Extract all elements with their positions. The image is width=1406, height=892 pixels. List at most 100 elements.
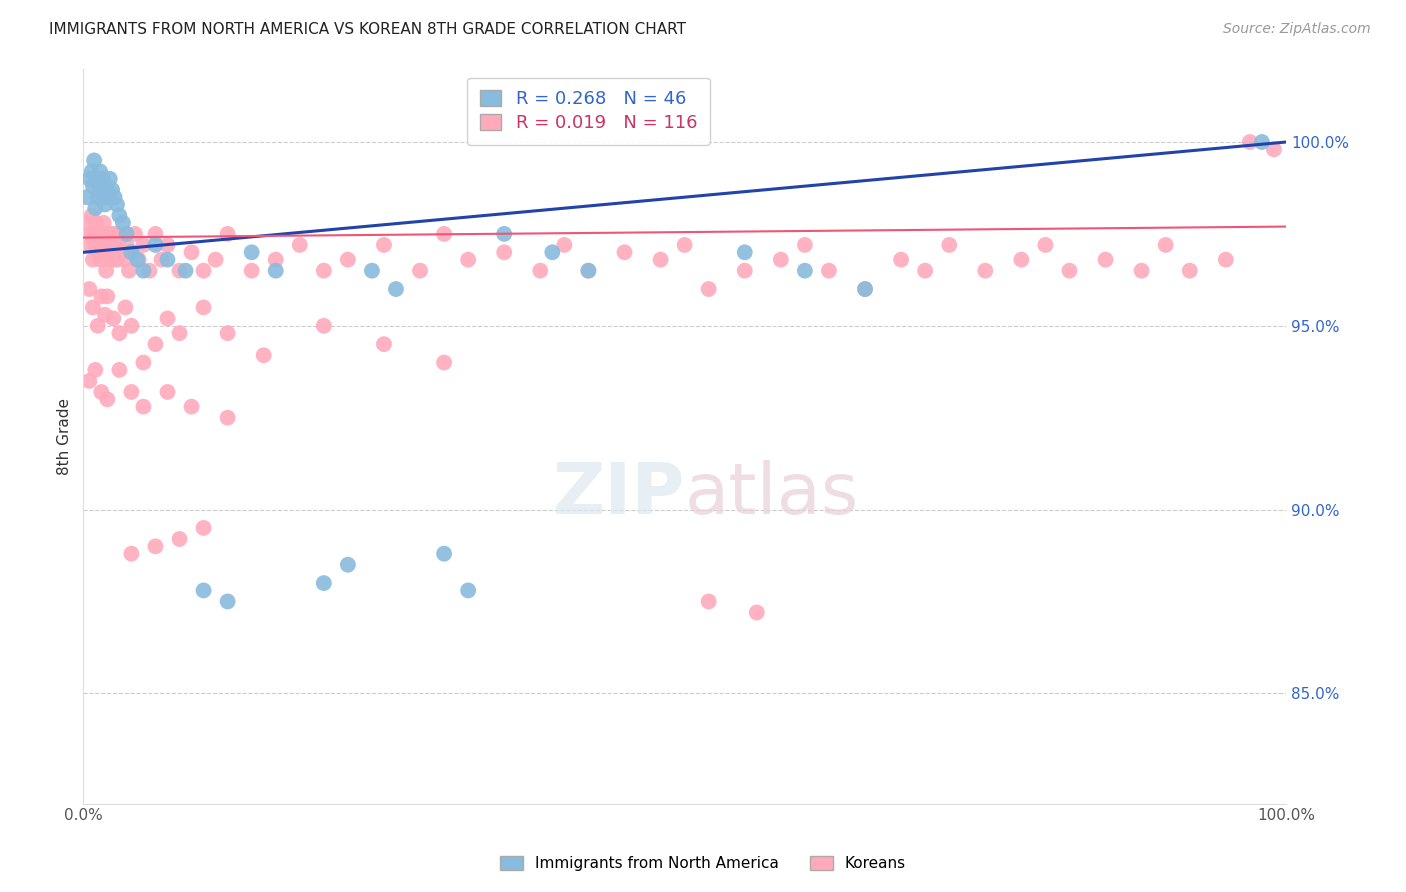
Point xyxy=(433,355,456,369)
Point xyxy=(118,263,141,277)
Point xyxy=(128,252,150,267)
Point xyxy=(914,263,936,277)
Point xyxy=(312,318,335,333)
Point xyxy=(114,301,136,315)
Point xyxy=(361,263,384,277)
Point xyxy=(94,179,117,194)
Point xyxy=(613,245,636,260)
Point xyxy=(104,227,127,241)
Point xyxy=(193,521,215,535)
Point xyxy=(385,282,408,296)
Point xyxy=(578,263,600,277)
Point xyxy=(76,190,98,204)
Point xyxy=(90,190,112,204)
Point xyxy=(108,227,131,241)
Point xyxy=(938,238,960,252)
Point xyxy=(793,263,815,277)
Point xyxy=(156,252,179,267)
Point xyxy=(240,245,263,260)
Point xyxy=(1154,238,1177,252)
Point xyxy=(818,263,841,277)
Point xyxy=(217,227,239,241)
Point xyxy=(90,384,112,399)
Point xyxy=(82,301,104,315)
Point xyxy=(541,245,564,260)
Point xyxy=(204,252,226,267)
Point xyxy=(1010,252,1032,267)
Point xyxy=(457,252,479,267)
Point xyxy=(96,238,118,252)
Point xyxy=(312,576,335,591)
Point xyxy=(91,171,114,186)
Point xyxy=(673,238,696,252)
Point xyxy=(1035,238,1057,252)
Point xyxy=(79,282,101,296)
Point xyxy=(105,252,128,267)
Point xyxy=(120,318,142,333)
Point xyxy=(98,252,121,267)
Point xyxy=(734,263,756,277)
Point xyxy=(1094,252,1116,267)
Point xyxy=(650,252,672,267)
Point xyxy=(180,245,202,260)
Point xyxy=(853,282,876,296)
Point xyxy=(132,238,155,252)
Point xyxy=(1239,135,1261,149)
Point xyxy=(174,263,197,277)
Point xyxy=(1059,263,1081,277)
Point xyxy=(156,384,179,399)
Point xyxy=(84,363,107,377)
Point xyxy=(76,216,98,230)
Point xyxy=(336,252,359,267)
Point xyxy=(87,227,110,241)
Point xyxy=(80,164,103,178)
Point xyxy=(103,252,125,267)
Point xyxy=(79,171,101,186)
Point xyxy=(217,410,239,425)
Point xyxy=(240,263,263,277)
Point xyxy=(101,227,124,241)
Point xyxy=(127,252,149,267)
Point xyxy=(578,263,600,277)
Point xyxy=(217,594,239,608)
Point xyxy=(193,301,215,315)
Point xyxy=(150,252,173,267)
Point xyxy=(124,227,146,241)
Point xyxy=(1215,252,1237,267)
Text: IMMIGRANTS FROM NORTH AMERICA VS KOREAN 8TH GRADE CORRELATION CHART: IMMIGRANTS FROM NORTH AMERICA VS KOREAN … xyxy=(49,22,686,37)
Point xyxy=(90,289,112,303)
Point xyxy=(974,263,997,277)
Point xyxy=(108,209,131,223)
Point xyxy=(80,209,103,223)
Point xyxy=(457,583,479,598)
Point xyxy=(87,245,110,260)
Point xyxy=(79,374,101,388)
Point xyxy=(86,216,108,230)
Point xyxy=(264,263,287,277)
Point xyxy=(529,263,551,277)
Point xyxy=(103,238,125,252)
Point xyxy=(82,179,104,194)
Text: atlas: atlas xyxy=(685,460,859,529)
Point xyxy=(79,238,101,252)
Point xyxy=(494,245,516,260)
Y-axis label: 8th Grade: 8th Grade xyxy=(58,398,72,475)
Point xyxy=(96,392,118,407)
Point xyxy=(93,216,115,230)
Point xyxy=(145,238,167,252)
Point xyxy=(1263,142,1285,156)
Point xyxy=(145,337,167,351)
Point xyxy=(91,227,114,241)
Point xyxy=(94,245,117,260)
Point xyxy=(132,355,155,369)
Point xyxy=(169,263,191,277)
Point xyxy=(82,252,104,267)
Point xyxy=(112,252,135,267)
Point xyxy=(108,326,131,340)
Point xyxy=(90,238,112,252)
Point xyxy=(890,252,912,267)
Point xyxy=(1251,135,1274,149)
Point xyxy=(84,201,107,215)
Point xyxy=(132,400,155,414)
Point xyxy=(312,263,335,277)
